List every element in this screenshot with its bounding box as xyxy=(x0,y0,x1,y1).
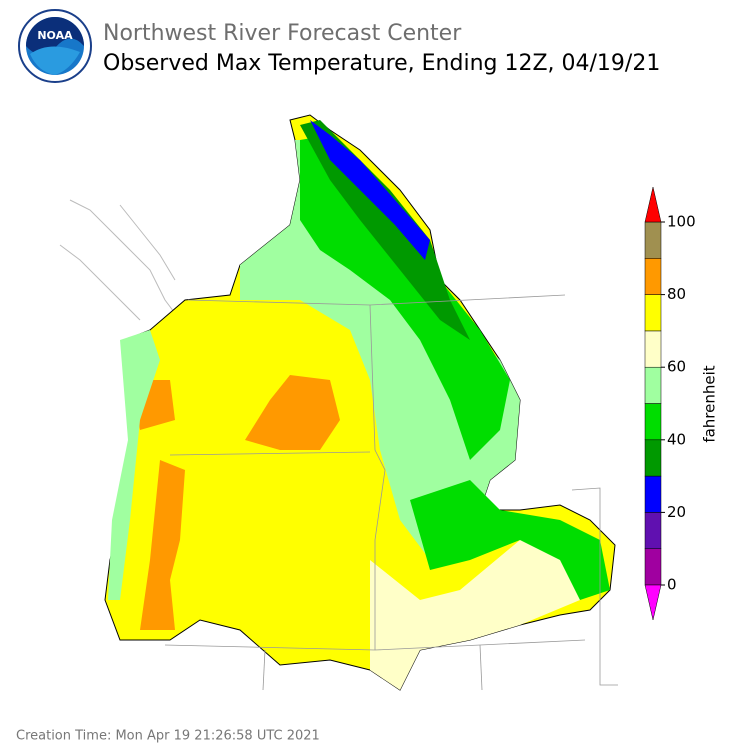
colorbar-bin xyxy=(644,366,662,404)
org-name: Northwest River Forecast Center xyxy=(103,21,462,46)
colorbar-tick-label: 40 xyxy=(667,430,686,448)
colorbar-bin xyxy=(644,475,662,513)
colorbar: 0 20 40 60 80 100 xyxy=(644,186,696,621)
colorbar-tick-label: 100 xyxy=(667,213,696,231)
colorbar-tick-label: 0 xyxy=(667,576,677,594)
colorbar-over xyxy=(644,186,662,223)
colorbar-bin xyxy=(644,258,662,295)
colorbar-bin xyxy=(644,294,662,332)
state-borders xyxy=(164,294,618,691)
colorbar-bin xyxy=(644,512,662,549)
colorbar-tick-label: 60 xyxy=(667,358,686,376)
colorbar-bin xyxy=(644,221,662,259)
colorbar-tick-label: 80 xyxy=(667,285,686,303)
colorbar-tick-label: 20 xyxy=(667,503,686,521)
logo-text: NOAA xyxy=(37,29,73,42)
colorbar-bin xyxy=(644,548,662,586)
temperature-map xyxy=(104,114,616,691)
colorbar-bin xyxy=(644,403,662,441)
colorbar-label: fahrenheit xyxy=(701,365,719,442)
map-title: Observed Max Temperature, Ending 12Z, 04… xyxy=(103,51,660,76)
noaa-logo: NOAA xyxy=(18,9,92,83)
colorbar-under xyxy=(644,584,662,621)
colorbar-bin xyxy=(644,330,662,368)
colorbar-bin xyxy=(644,439,662,477)
coastline xyxy=(59,199,181,321)
creation-time: Creation Time: Mon Apr 19 21:26:58 UTC 2… xyxy=(16,729,320,744)
